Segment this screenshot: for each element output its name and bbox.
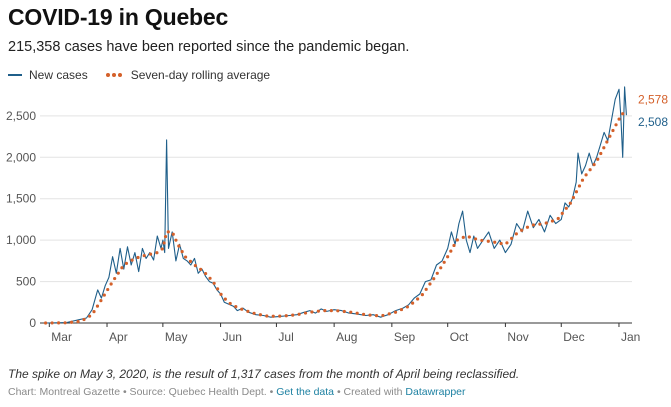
footer-credit: Chart: Montreal Gazette • Source: Quebec… — [8, 386, 277, 398]
y-tick-label: 500 — [16, 275, 36, 289]
y-tick-label: 1,000 — [6, 233, 36, 247]
legend-label-rolling-average: Seven-day rolling average — [130, 68, 271, 82]
x-tick-label: Apr — [109, 330, 128, 344]
chart-title: COVID-19 in Quebec — [8, 4, 229, 30]
x-tick-label: Jan — [621, 330, 640, 344]
y-tick-label: 1,500 — [6, 192, 36, 206]
get-the-data-link[interactable]: Get the data — [276, 386, 335, 398]
series-line-rolling-average — [44, 107, 628, 325]
x-tick-label: Dec — [563, 330, 584, 344]
chart-subtitle: 215,358 cases have been reported since t… — [8, 39, 410, 55]
legend-item-new-cases: New cases — [8, 68, 88, 82]
x-tick-label: Nov — [507, 330, 528, 344]
end-label-new-cases: 2,508 — [638, 115, 668, 129]
y-tick-label: 2,500 — [6, 109, 36, 123]
x-tick-label: May — [165, 330, 188, 344]
x-tick-label: Aug — [336, 330, 357, 344]
x-tick-label: Oct — [450, 330, 469, 344]
series-line-new-cases — [45, 86, 627, 324]
legend-item-rolling-average: Seven-day rolling average — [105, 68, 271, 82]
legend-label-new-cases: New cases — [29, 68, 88, 82]
y-tick-label: 0 — [29, 316, 36, 330]
x-tick-label: Jul — [278, 330, 293, 344]
y-tick-label: 2,000 — [6, 150, 36, 164]
x-tick-label: Jun — [223, 330, 242, 344]
legend-dots-swatch — [105, 73, 124, 77]
legend: New cases Seven-day rolling average — [8, 68, 288, 82]
x-tick-label: Mar — [51, 330, 72, 344]
end-label-rolling-average: 2,578 — [638, 92, 668, 106]
footer-separator: • Created with — [334, 386, 406, 398]
chart-footer: Chart: Montreal Gazette • Source: Quebec… — [8, 386, 466, 398]
chart-annotation-note: The spike on May 3, 2020, is the result … — [8, 367, 520, 381]
datawrapper-link[interactable]: Datawrapper — [405, 386, 466, 398]
legend-line-swatch — [8, 74, 22, 76]
x-tick-label: Sep — [394, 330, 416, 344]
